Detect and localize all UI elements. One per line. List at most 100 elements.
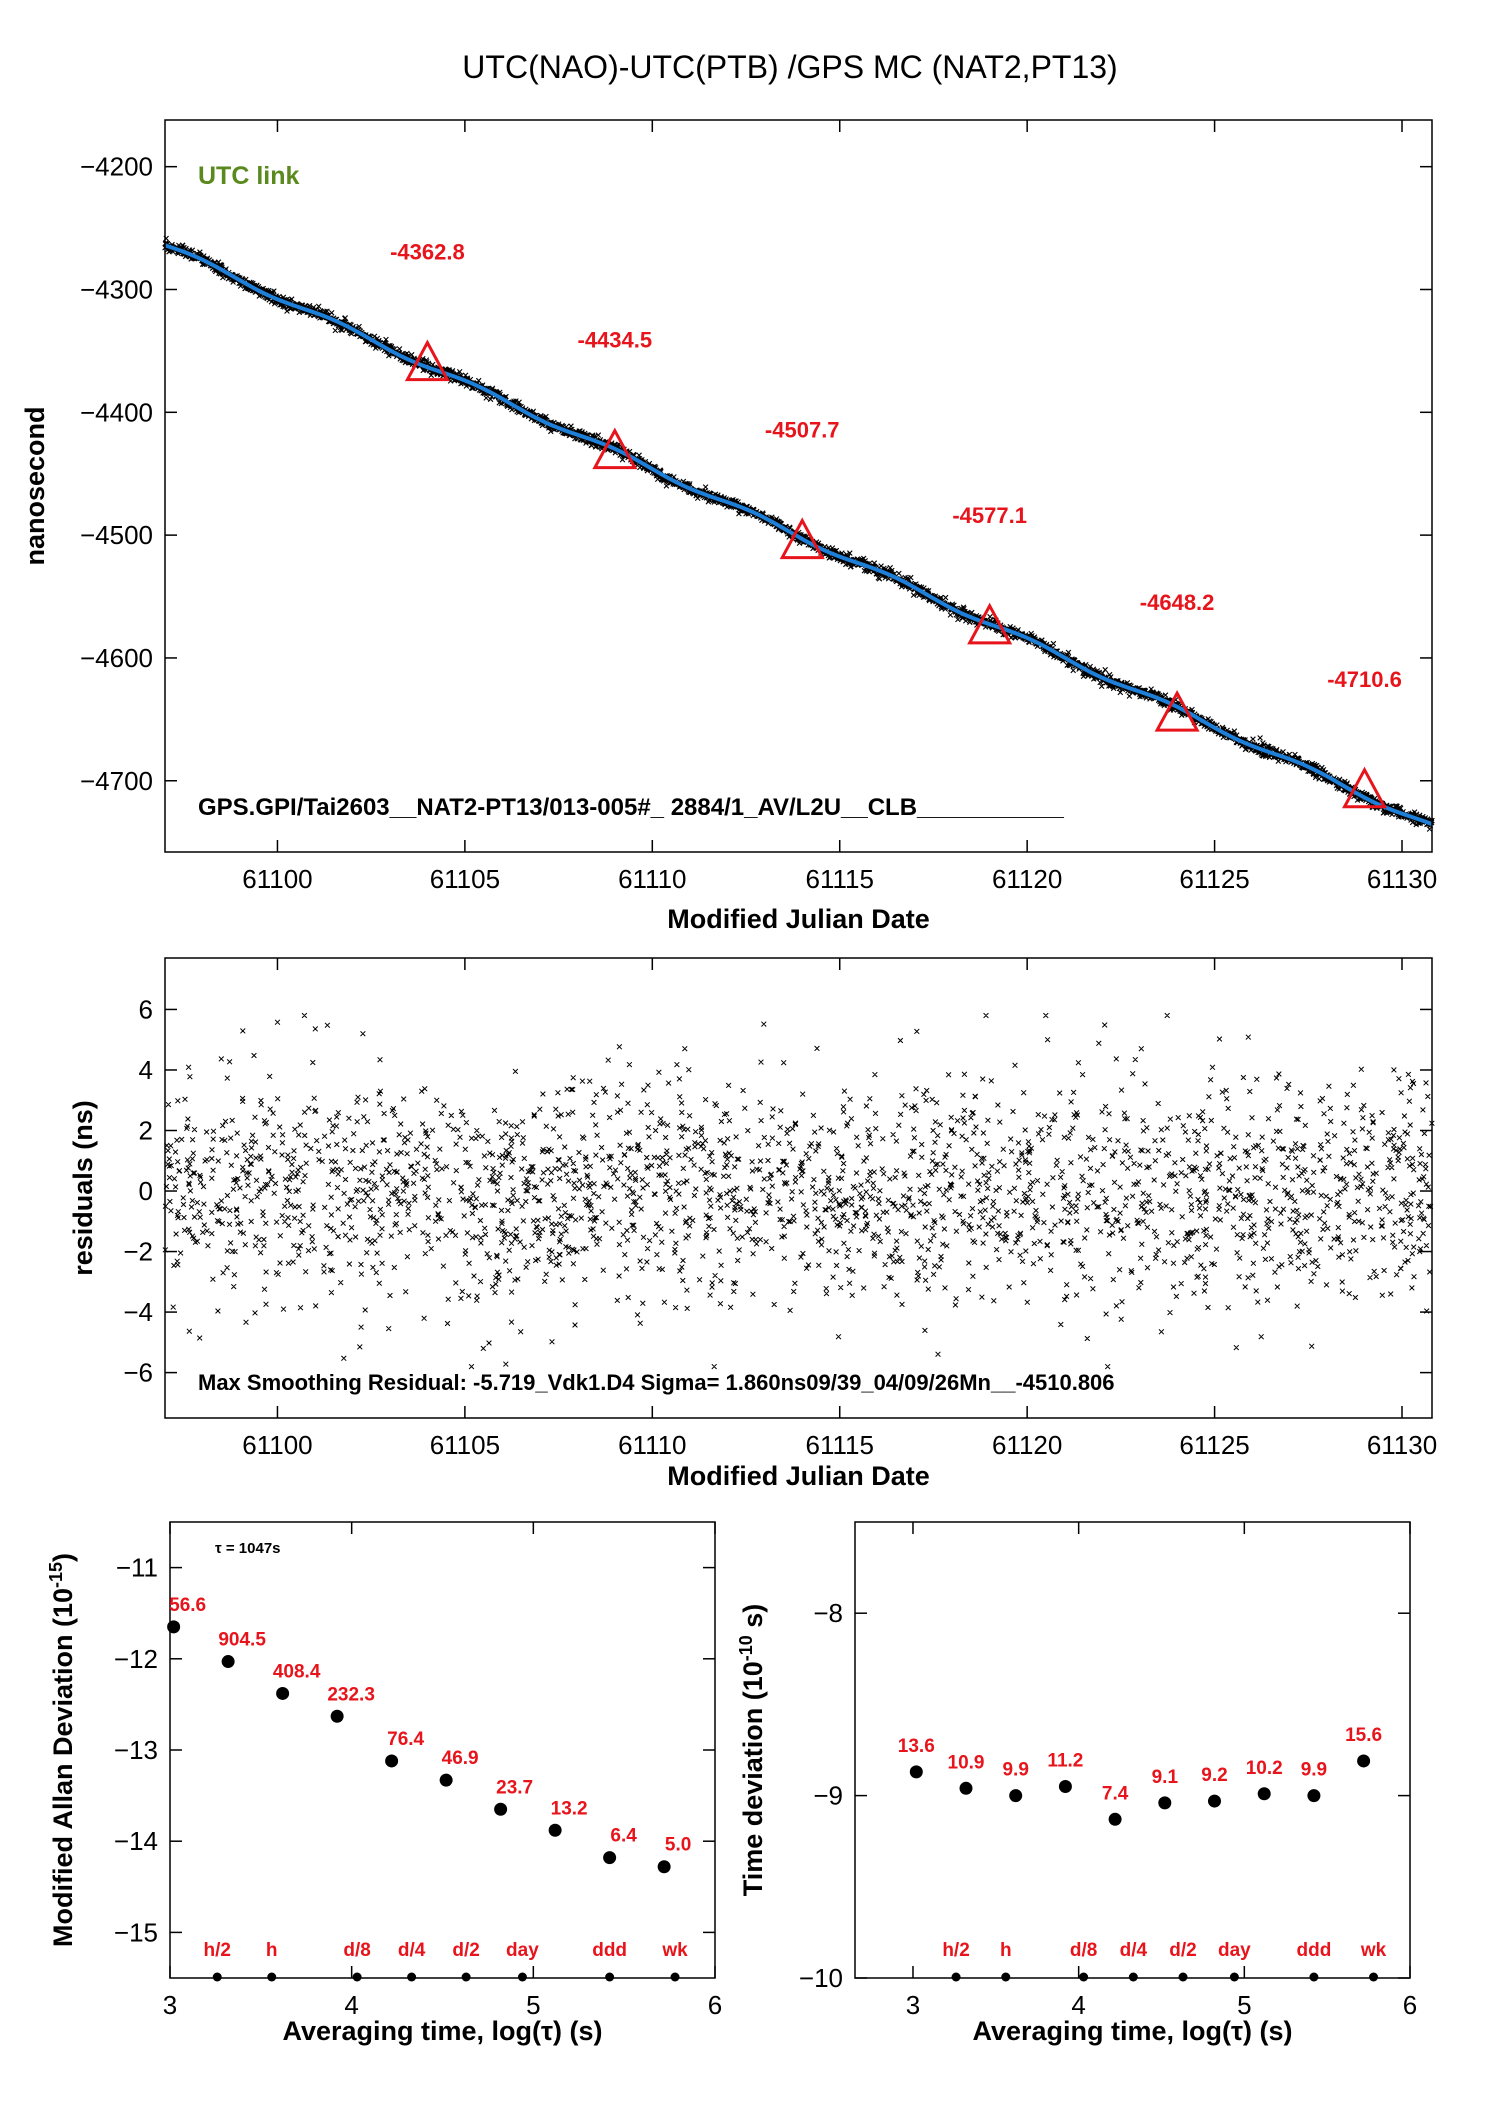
tdev-point-value: 9.9 <box>1301 1760 1327 1781</box>
tdev-y-axis-label-tail: s) <box>738 1604 768 1636</box>
link-y-axis-label: nanosecond <box>20 406 50 565</box>
residual-x-tick-label: 61130 <box>1367 1430 1437 1460</box>
mdev-point-value: 56.6 <box>169 1595 206 1616</box>
mdev-data-point <box>276 1686 290 1700</box>
residual-point-crosses <box>162 1012 1435 1370</box>
link-plot-frame <box>164 119 1433 853</box>
mdev-time-mark-dot <box>517 1972 527 1982</box>
mdev-point-value: 76.4 <box>387 1729 424 1750</box>
tdev-y-axis-label: Time deviation (10-10 s) <box>736 1604 768 1897</box>
residual-x-tick-label: 61120 <box>992 1430 1062 1460</box>
residual-x-tick-label: 61115 <box>806 1430 874 1460</box>
tdev-time-mark-dot <box>1369 1972 1379 1982</box>
mdev-time-mark-dot <box>461 1972 471 1982</box>
link-y-tick-label: −4700 <box>80 766 153 796</box>
mdev-time-mark-dot <box>670 1972 680 1982</box>
link-marker-value: -4648.2 <box>1140 590 1215 615</box>
residual-y-tick-label: −2 <box>123 1237 153 1267</box>
mdev-data-point <box>603 1851 617 1865</box>
mdev-time-mark-dot <box>605 1972 615 1982</box>
tdev-time-mark-dot <box>1001 1972 1011 1982</box>
mdev-data-point <box>221 1655 235 1669</box>
tdev-y-tick-label: −9 <box>813 1781 843 1811</box>
link-y-tick-label: −4600 <box>80 643 153 673</box>
mdev-point-value: 13.2 <box>551 1798 588 1819</box>
tdev-time-mark-label: ddd <box>1296 1940 1331 1961</box>
link-x-tick-label: 61115 <box>806 864 874 894</box>
mdev-x-tick-label: 6 <box>708 1990 722 2020</box>
tdev-x-axis-label: Averaging time, log(τ) (s) <box>972 2016 1292 2046</box>
mdev-point-value: 23.7 <box>496 1777 533 1798</box>
mdev-time-mark-label: d/4 <box>398 1940 426 1961</box>
tdev-point-value: 10.2 <box>1246 1758 1283 1779</box>
mdev-data-point <box>657 1860 671 1874</box>
mdev-y-tick-label: −12 <box>114 1644 158 1674</box>
link-x-tick-label: 61110 <box>618 864 686 894</box>
residual-footer-text: Max Smoothing Residual: -5.719_Vdk1.D4 S… <box>198 1370 1115 1395</box>
tau-note: τ = 1047s <box>215 1540 281 1557</box>
mdev-time-mark-dot <box>407 1972 417 1982</box>
tdev-point-value: 11.2 <box>1047 1750 1083 1771</box>
tdev-time-mark-dot <box>1309 1972 1319 1982</box>
tdev-data-point <box>1257 1787 1271 1801</box>
residual-x-tick-label: 61125 <box>1179 1430 1249 1460</box>
mdev-x-tick-label: 4 <box>344 1990 358 2020</box>
link-x-tick-label: 61100 <box>242 864 312 894</box>
page-title: UTC(NAO)-UTC(PTB) /GPS MC (NAT2,PT13) <box>462 49 1117 85</box>
tdev-data-point <box>1108 1812 1122 1826</box>
mdev-time-mark-label: h <box>266 1940 278 1961</box>
tdev-data-point <box>959 1781 973 1795</box>
tdev-time-mark-dot <box>1079 1972 1089 1982</box>
mdev-time-mark-dot <box>352 1972 362 1982</box>
mdev-data-point <box>167 1620 181 1634</box>
link-y-tick-label: −4200 <box>80 152 153 182</box>
mdev-data-point <box>385 1754 399 1768</box>
residual-x-tick-label: 61100 <box>242 1430 312 1460</box>
mdev-time-mark-label: wk <box>661 1940 688 1961</box>
tdev-time-mark-dot <box>1178 1972 1188 1982</box>
residual-y-tick-label: 4 <box>139 1055 153 1085</box>
mdev-y-tick-label: −15 <box>114 1917 158 1947</box>
tdev-y-axis-label-exponent: -10 <box>736 1635 756 1661</box>
link-marker-value: -4577.1 <box>952 503 1027 528</box>
tdev-point-value: 15.6 <box>1345 1725 1382 1746</box>
tdev-x-tick-label: 6 <box>1403 1990 1417 2020</box>
tdev-y-tick-label: −8 <box>813 1598 843 1628</box>
mdev-time-mark-label: day <box>506 1940 539 1961</box>
residual-plot-frame <box>164 957 1433 1419</box>
link-x-tick-label: 61130 <box>1367 864 1437 894</box>
tdev-time-mark-label: d/4 <box>1120 1940 1148 1961</box>
link-marker-value: -4507.7 <box>765 418 840 443</box>
tdev-point-value: 9.1 <box>1152 1767 1179 1788</box>
mdev-point-value: 408.4 <box>273 1661 321 1682</box>
mdev-y-tick-label: −11 <box>116 1553 158 1583</box>
link-marker-triangle <box>1342 766 1388 809</box>
residual-y-tick-label: 2 <box>139 1116 153 1146</box>
tdev-data-point <box>1357 1754 1371 1768</box>
tdev-point-value: 13.6 <box>898 1736 935 1757</box>
mdev-x-tick-label: 5 <box>526 1990 540 2020</box>
tdev-data-point <box>1009 1789 1023 1803</box>
tdev-time-mark-label: d/2 <box>1169 1940 1196 1961</box>
tdev-data-point <box>1307 1789 1321 1803</box>
link-x-axis-label: Modified Julian Date <box>667 904 930 934</box>
tdev-data-point <box>1058 1779 1072 1793</box>
link-marker-value: -4362.8 <box>390 240 465 265</box>
tdev-x-tick-label: 3 <box>906 1990 920 2020</box>
link-x-tick-label: 61105 <box>430 864 500 894</box>
link-fit-line <box>164 243 1433 826</box>
link-marker-triangle <box>592 427 638 470</box>
mdev-time-mark-dot <box>212 1972 222 1982</box>
mdev-y-axis-label-exponent: -15 <box>46 1562 66 1588</box>
tdev-point-value: 9.2 <box>1201 1765 1227 1786</box>
mdev-time-mark-label: d/2 <box>452 1940 479 1961</box>
residual-points <box>162 1012 1435 1370</box>
tdev-x-tick-label: 5 <box>1237 1990 1251 2020</box>
link-marker-triangle <box>404 339 450 382</box>
tdev-data-point <box>1158 1796 1172 1810</box>
link-y-tick-label: −4300 <box>80 274 153 304</box>
link-marker-value: -4434.5 <box>578 328 653 353</box>
tdev-x-tick-label: 4 <box>1071 1990 1085 2020</box>
tdev-point-value: 10.9 <box>948 1752 985 1773</box>
residual-x-tick-label: 61110 <box>618 1430 686 1460</box>
